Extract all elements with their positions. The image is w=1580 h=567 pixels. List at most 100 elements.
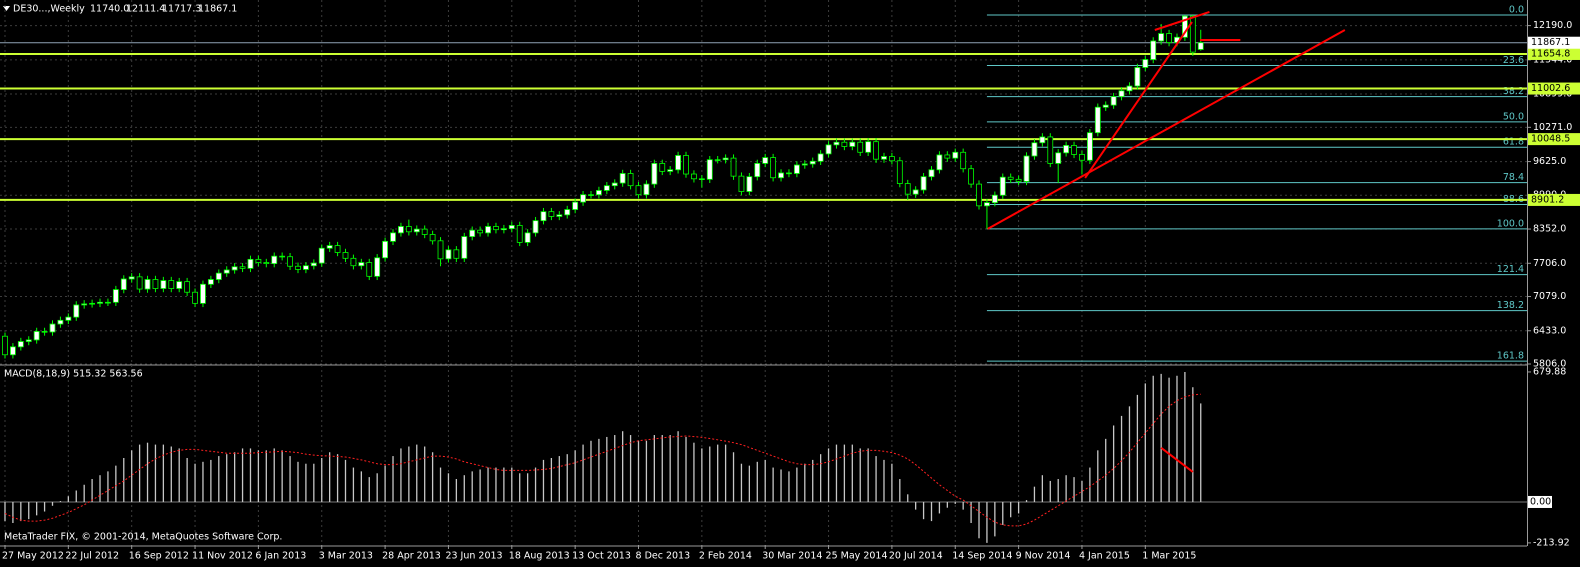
candle-body [793, 164, 800, 174]
candle-body [160, 280, 167, 289]
candle-body [691, 173, 697, 180]
x-tick-label: 27 May 2012 [2, 551, 64, 562]
signal-line [4, 393, 1201, 527]
candle-body [25, 339, 32, 342]
y-tick-label: 7079.0 [1533, 291, 1566, 302]
candle-body [1086, 132, 1093, 161]
ohlc-label: 12111.4 [126, 4, 165, 15]
candle-body [912, 189, 919, 195]
price-box [1528, 36, 1580, 49]
candle-body [730, 157, 737, 177]
ohlc-label: 11740.0 [90, 4, 129, 15]
candle-body [493, 226, 499, 231]
candle-body [1110, 96, 1117, 106]
candle-body [580, 194, 586, 203]
price-box-label: 8901.2 [1531, 194, 1564, 205]
candle-body [635, 185, 642, 196]
x-tick-label: 9 Nov 2014 [1016, 551, 1071, 562]
candle-body [865, 141, 872, 153]
candle-body [41, 331, 48, 333]
candle-body [999, 176, 1006, 196]
candle-body [873, 141, 879, 160]
candle-body [1118, 90, 1125, 98]
candle-body [1158, 33, 1165, 42]
candle-body [754, 163, 761, 178]
candle-body [366, 262, 373, 277]
candle-body [984, 202, 990, 207]
candle-body [548, 211, 555, 217]
x-tick-label: 1 Mar 2015 [1142, 551, 1196, 562]
candle-body [390, 232, 396, 242]
trendline [1154, 11, 1210, 31]
price-box [1528, 495, 1552, 508]
candle-body [1189, 15, 1196, 53]
y-tick-label: 679.88 [1533, 366, 1566, 377]
candle-body [611, 182, 618, 187]
x-tick-label: 11 Nov 2012 [192, 551, 253, 562]
x-tick-label: 25 May 2014 [826, 551, 888, 562]
candle-body [405, 226, 412, 233]
chart-title: DE30...,Weekly [13, 4, 85, 15]
candle-body [1047, 136, 1054, 164]
y-tick-label: 10271.0 [1533, 122, 1572, 133]
candle-body [1007, 176, 1014, 180]
price-box-label: 11867.1 [1531, 37, 1570, 48]
candle-body [762, 157, 769, 164]
candle-body [904, 183, 911, 195]
x-tick-label: 4 Jan 2015 [1079, 551, 1130, 562]
x-tick-label: 30 Mar 2014 [762, 551, 822, 562]
candle-body [429, 234, 436, 242]
price-box [1528, 47, 1580, 60]
candle-body [991, 194, 998, 204]
candle-body [936, 154, 943, 171]
candle-body [192, 291, 198, 304]
candle-body [596, 190, 602, 196]
y-tick-label: 8352.0 [1533, 224, 1566, 235]
y-tick-label: 6433.0 [1533, 325, 1566, 336]
x-tick-label: 6 Jan 2013 [255, 551, 306, 562]
x-tick-label: 2 Feb 2014 [699, 551, 752, 562]
candle-body [722, 157, 729, 161]
y-tick-label: 12190.0 [1533, 20, 1572, 31]
candle-body [1079, 154, 1085, 161]
candle-body [746, 176, 753, 192]
candle-body [223, 269, 230, 274]
candle-body [500, 228, 507, 231]
menu-arrow[interactable] [3, 6, 10, 11]
candle-body [263, 262, 270, 265]
candle-body [643, 183, 650, 196]
candle-body [778, 172, 784, 179]
candle-body [532, 220, 539, 234]
candle-body [144, 279, 151, 290]
x-tick-label: 28 Apr 2013 [382, 551, 441, 562]
candle-body [920, 176, 927, 191]
candle-body [540, 211, 547, 222]
candle-body [65, 316, 72, 321]
candle-body [105, 301, 111, 304]
fibo-label: 50.0 [1503, 111, 1524, 122]
candle-body [461, 236, 468, 259]
fibo-label: 161.8 [1497, 351, 1524, 362]
candle-body [928, 169, 935, 178]
candle-body [10, 346, 16, 356]
candle-body [675, 155, 681, 171]
indicator-title: MACD(8,18,9) 515.32 563.56 [4, 369, 143, 380]
candle-body [49, 323, 56, 333]
candle-body [1126, 85, 1133, 92]
candle-body [73, 304, 80, 318]
candle-body [215, 272, 222, 280]
x-tick-label: 20 Jul 2014 [889, 551, 943, 562]
candle-body [437, 240, 444, 260]
candle-body [588, 194, 594, 196]
price-box [1528, 133, 1580, 146]
candle-body [1150, 40, 1157, 60]
candle-body [1166, 33, 1172, 43]
candle-body [825, 144, 832, 155]
x-tick-label: 23 Jun 2013 [445, 551, 502, 562]
candle-body [881, 156, 887, 160]
candle-body [889, 156, 895, 162]
candle-body [271, 255, 278, 265]
candle-body [976, 183, 982, 207]
